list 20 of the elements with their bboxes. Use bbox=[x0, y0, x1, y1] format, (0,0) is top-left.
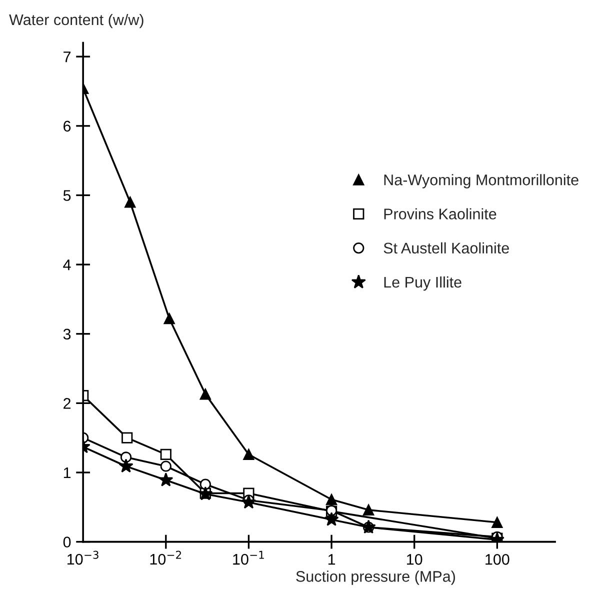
x-tick-label: 10$^{−3}$ bbox=[68, 550, 98, 565]
y-tick-label: 2 bbox=[64, 398, 71, 409]
y-tick-label: 7 bbox=[64, 52, 71, 62]
legend-label: Provins Kaolinite bbox=[384, 208, 496, 220]
y-tick-label: 4 bbox=[63, 260, 71, 270]
y-tick-label: 3 bbox=[63, 328, 71, 340]
legend-label: Le Puy Illite bbox=[384, 276, 462, 291]
legend-label: Na-Wyoming Montmorillonite bbox=[384, 174, 578, 188]
y-tick-label: 1 bbox=[64, 468, 71, 478]
y-tick-label: 0 bbox=[63, 536, 71, 548]
x-tick-label: 1 bbox=[328, 554, 336, 565]
x-tick-label: 100 bbox=[486, 554, 510, 565]
y-tick-label: 5 bbox=[63, 190, 71, 201]
x-tick-label: 10$^{−2}$ bbox=[150, 550, 181, 565]
x-tick-label: 10 bbox=[407, 554, 422, 565]
y-axis-title: Water content (w/w) bbox=[9, 14, 144, 28]
y-tick-label: 6 bbox=[64, 120, 71, 132]
x-axis-title: Suction pressure (MPa) bbox=[296, 570, 455, 585]
x-tick-label: 10$^{−1}$ bbox=[233, 550, 264, 565]
legend-label: St Austell Kaolinite bbox=[384, 242, 509, 254]
